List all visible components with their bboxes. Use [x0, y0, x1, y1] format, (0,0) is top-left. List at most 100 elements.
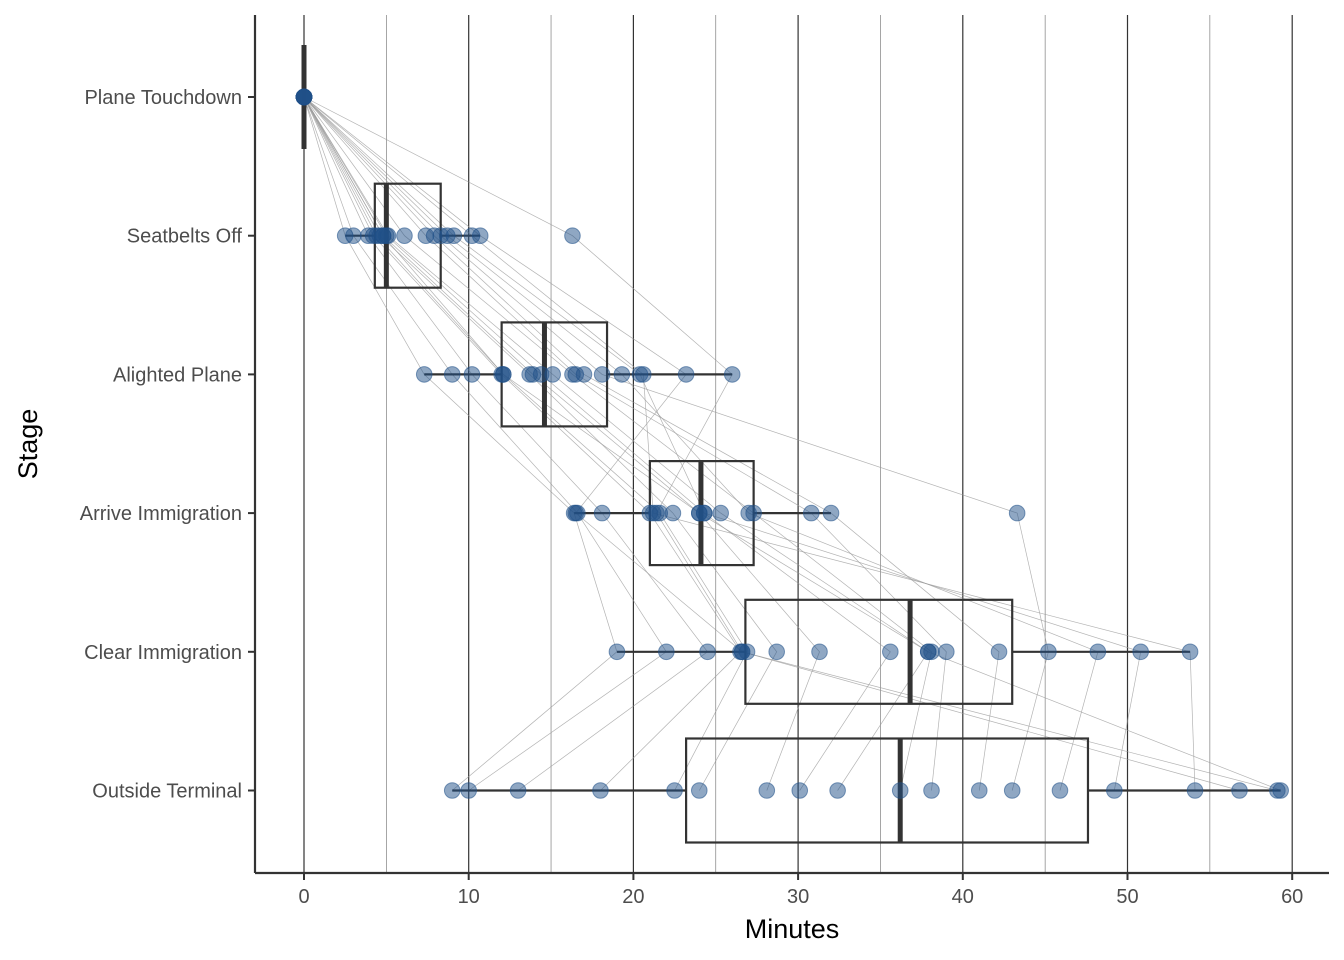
- passenger-line: [303, 96, 708, 791]
- y-tick-label: Clear Immigration: [84, 642, 242, 664]
- data-point: [723, 366, 741, 383]
- data-point: [471, 227, 489, 244]
- data-point: [648, 504, 665, 522]
- data-points: [295, 88, 1289, 799]
- data-point: [768, 643, 785, 661]
- data-point: [923, 782, 940, 799]
- data-point: [374, 227, 392, 244]
- passenger-line: [303, 96, 932, 791]
- data-point: [1272, 782, 1289, 799]
- data-point: [990, 643, 1008, 661]
- tick-labels: 0 10 20 30 40 50 60 Plane Touchdown Seatbelts Of…: [80, 87, 1304, 908]
- data-point: [712, 504, 729, 522]
- data-point: [608, 643, 626, 661]
- data-point: [443, 782, 461, 799]
- passenger-line: [303, 96, 891, 791]
- data-point: [592, 782, 609, 799]
- passenger-line: [303, 96, 1000, 791]
- data-point: [1003, 782, 1021, 799]
- data-point: [1181, 643, 1199, 661]
- x-tick-label: 0: [298, 886, 309, 908]
- data-point: [699, 643, 716, 661]
- data-point: [666, 782, 683, 799]
- data-point: [509, 782, 527, 799]
- data-point: [919, 643, 937, 661]
- data-point: [938, 643, 955, 661]
- data-point: [567, 504, 585, 522]
- passenger-line: [303, 96, 820, 791]
- data-point: [1186, 782, 1204, 799]
- data-point: [740, 504, 757, 522]
- data-point: [575, 366, 593, 383]
- data-point: [396, 227, 413, 244]
- data-point: [1132, 643, 1149, 661]
- data-point: [1051, 782, 1069, 799]
- passenger-line: [303, 96, 741, 791]
- data-point: [891, 782, 909, 799]
- y-tick-label: Alighted Plane: [113, 364, 242, 386]
- passenger-line: [303, 96, 1049, 791]
- data-point: [494, 366, 512, 383]
- data-point: [463, 366, 481, 383]
- data-point: [443, 366, 461, 383]
- x-tick-label: 10: [458, 886, 480, 908]
- passenger-line: [303, 96, 1240, 791]
- passenger-line: [303, 96, 947, 791]
- data-point: [822, 504, 840, 522]
- passenger-line: [303, 96, 1281, 791]
- gridlines: [303, 15, 1293, 873]
- data-point: [811, 643, 828, 661]
- data-point: [690, 504, 708, 522]
- x-axis-title: Minutes: [745, 914, 840, 944]
- data-point: [593, 504, 611, 522]
- data-point: [564, 227, 581, 244]
- data-point: [1040, 643, 1057, 661]
- passenger-line: [303, 96, 1278, 791]
- passenger-line: [303, 96, 1142, 791]
- data-point: [634, 366, 652, 383]
- data-point: [445, 227, 463, 244]
- data-point: [829, 782, 846, 799]
- data-point: [791, 782, 809, 799]
- x-tick-label: 30: [787, 886, 809, 908]
- data-point: [613, 366, 631, 383]
- data-point: [882, 643, 899, 661]
- data-point: [415, 366, 433, 383]
- y-tick-label: Seatbelts Off: [127, 226, 243, 248]
- data-point: [658, 643, 675, 661]
- passenger-line: [303, 96, 667, 791]
- data-point: [970, 782, 988, 799]
- data-point: [758, 782, 776, 799]
- box-iqr: [685, 737, 1090, 844]
- data-point: [295, 88, 313, 106]
- box-iqr: [744, 598, 1014, 705]
- y-tick-label: Outside Terminal: [92, 781, 242, 803]
- data-point: [1231, 782, 1248, 799]
- x-tick-label: 60: [1281, 886, 1303, 908]
- passenger-line: [303, 96, 748, 791]
- data-point: [664, 504, 682, 522]
- passenger-line: [303, 96, 618, 791]
- data-point: [690, 782, 708, 799]
- data-point: [345, 227, 362, 244]
- data-point: [802, 504, 820, 522]
- data-point: [1106, 782, 1123, 799]
- axes: [253, 15, 1329, 875]
- data-point: [733, 643, 751, 661]
- passenger-line: [303, 96, 1196, 791]
- x-tick-label: 20: [622, 886, 644, 908]
- x-tick-label: 40: [952, 886, 974, 908]
- passenger-line: [303, 96, 1099, 791]
- x-tick-label: 50: [1116, 886, 1138, 908]
- data-point: [544, 366, 561, 383]
- y-axis-title: Stage: [13, 409, 43, 480]
- data-point: [1089, 643, 1107, 661]
- y-tick-label: Plane Touchdown: [84, 87, 242, 109]
- data-point: [460, 782, 478, 799]
- data-point: [1008, 504, 1026, 522]
- y-tick-label: Arrive Immigration: [80, 503, 242, 525]
- passenger-links: [303, 96, 1281, 791]
- data-point: [593, 366, 611, 383]
- data-point: [677, 366, 695, 383]
